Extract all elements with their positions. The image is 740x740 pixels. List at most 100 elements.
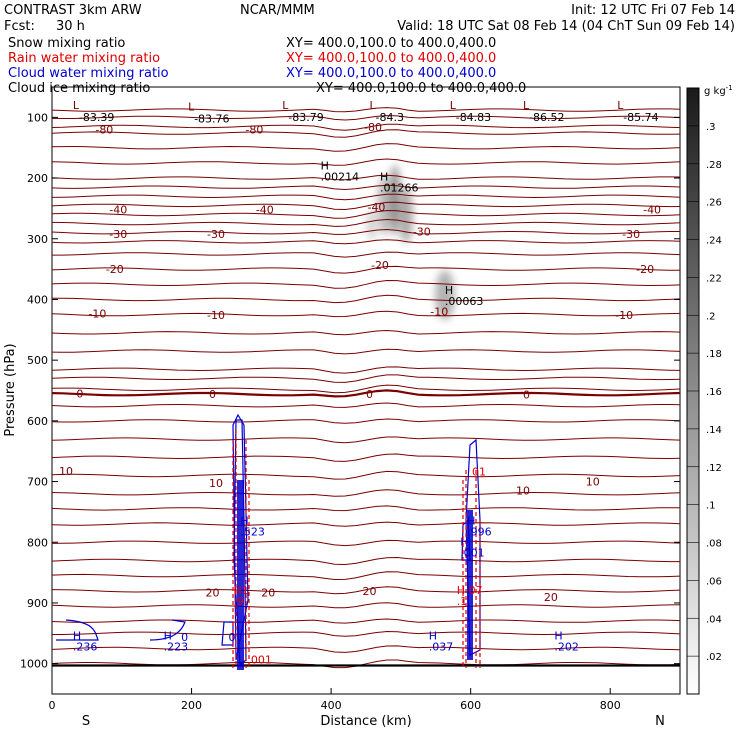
isotherm-line xyxy=(51,209,681,219)
isotherm-line xyxy=(51,193,681,201)
x-tick-label: 800 xyxy=(600,699,621,712)
contour-label: 01 xyxy=(472,465,486,478)
max-symbol: H xyxy=(164,629,172,642)
isotherm-line xyxy=(51,389,681,398)
colorbar-tick-label: .06 xyxy=(706,576,722,587)
isotherm-label: -20 xyxy=(371,259,389,272)
isotherm-line xyxy=(51,618,681,624)
isotherm-line xyxy=(51,279,681,289)
max-value: .223 xyxy=(164,640,189,653)
isotherm-line xyxy=(51,366,681,374)
temperature-contour-labels: -80 -80 -80-40 -40 -40 -40-30 -30 -30 -30-20 -20-… xyxy=(59,121,661,604)
isotherm-line xyxy=(51,384,681,394)
isotherm-line xyxy=(51,418,681,424)
contour-label: 07 xyxy=(469,584,483,597)
y-tick-label: 200 xyxy=(27,172,48,185)
isotherm-label: 20 xyxy=(205,587,219,600)
plot-frame xyxy=(51,86,681,695)
isotherm-label: -10 xyxy=(88,307,106,320)
isotherm-line xyxy=(51,329,681,336)
max-symbol: H xyxy=(445,284,453,297)
legend-cloud-ice-xy: XY= 400.0,100.0 to 400.0,400.0 xyxy=(316,81,526,96)
forecast-label: Fcst: xyxy=(4,19,35,34)
max-value: .236 xyxy=(73,640,98,653)
isotherm-label: -80 xyxy=(364,121,382,134)
max-value: .9 xyxy=(233,595,244,608)
isotherm-label: 10 xyxy=(586,476,600,489)
isotherm-line xyxy=(51,521,681,527)
min-symbol: L xyxy=(73,99,80,112)
colorbar-ticks: .02 .04 .06 .08 .1 .12 .14 .16 .18 .2 .22 .24 .26 .28… xyxy=(687,122,722,663)
isotherm-line xyxy=(51,453,681,462)
max-symbol: H xyxy=(321,160,329,173)
y-tick-label: 500 xyxy=(27,354,48,367)
max-symbol: H xyxy=(460,535,468,548)
isotherm-label: -30 xyxy=(109,228,127,241)
forecast-value: 30 h xyxy=(56,19,85,34)
min-symbol: L xyxy=(282,99,289,112)
isotherm-label: -20 xyxy=(636,263,654,276)
isotherm-label: -30 xyxy=(207,228,225,241)
valid-time: Valid: 18 UTC Sat 08 Feb 14 (04 ChT Sun … xyxy=(397,19,735,34)
min-symbol: L xyxy=(617,99,624,112)
isotherm-line xyxy=(51,107,681,113)
max-symbol: H xyxy=(467,515,475,528)
colorbar-tick-label: .24 xyxy=(706,236,722,247)
model-title: CONTRAST 3km ARW xyxy=(4,3,142,18)
contour-label: 0 xyxy=(229,631,236,644)
isotherm-line xyxy=(51,174,681,181)
isotherm-line xyxy=(51,571,681,581)
y-tick-label: 800 xyxy=(27,536,48,549)
isotherm-label: 0 xyxy=(209,388,216,401)
y-tick-label: 1000 xyxy=(20,658,48,671)
legend-cloud-water-xy: XY= 400.0,100.0 to 400.0,400.0 xyxy=(286,66,496,81)
cloud-water-contour xyxy=(56,619,99,641)
max-symbol: H xyxy=(554,629,562,642)
cloud-water-contour xyxy=(149,619,186,641)
max-symbol: H xyxy=(233,584,241,597)
legend-snow-xy: XY= 400.0,100.0 to 400.0,400.0 xyxy=(286,36,496,51)
colorbar-tick-label: .12 xyxy=(706,463,722,474)
colorbar-tick-label: .16 xyxy=(706,387,722,398)
x-tick-label: 200 xyxy=(181,699,202,712)
isotherm-line xyxy=(51,539,681,547)
max-value: .202 xyxy=(554,640,579,653)
isotherm-label: -40 xyxy=(256,204,274,217)
colorbar-tick-label: .14 xyxy=(706,425,722,436)
isotherm-line xyxy=(52,294,681,304)
isotherm-label: 10 xyxy=(209,477,223,490)
min-value: -83.76 xyxy=(194,112,229,125)
isotherm-label: 10 xyxy=(516,485,530,498)
isotherm-label: -30 xyxy=(413,225,431,238)
colorbar-tick-label: .18 xyxy=(706,349,722,360)
isotherm-line xyxy=(51,201,681,211)
isotherm-label: 0 xyxy=(523,389,530,402)
isotherm-label: -10 xyxy=(615,309,633,322)
min-value: -85.74 xyxy=(623,111,658,124)
min-symbol: L xyxy=(523,99,530,112)
max-value: .00214 xyxy=(321,171,360,184)
isotherm-line xyxy=(51,143,681,152)
isotherm-label: 20 xyxy=(544,591,558,604)
x-axis-label: Distance (km) xyxy=(320,714,411,729)
colorbar-tick-label: .1 xyxy=(706,501,716,512)
minimum-markers: L-83.39L-83.76L-83.79L-84.3L-84.83L-86.5… xyxy=(73,99,659,125)
max-symbol: H xyxy=(380,170,388,183)
colorbar-tick-label: .02 xyxy=(706,652,722,663)
max-value: .996 xyxy=(467,526,492,539)
min-value: -84.3 xyxy=(375,111,403,124)
legend-cloud-water: Cloud water mixing ratio xyxy=(8,66,169,81)
max-symbol: H xyxy=(73,629,81,642)
isotherm-line xyxy=(51,645,681,653)
colorbar-tick-label: .08 xyxy=(706,539,722,550)
isotherm-line xyxy=(51,556,680,566)
legend-rain-xy: XY= 400.0,100.0 to 400.0,400.0 xyxy=(286,51,496,66)
max-value: .01266 xyxy=(380,181,419,194)
contour-label: 1 xyxy=(242,584,249,597)
isotherm-line xyxy=(51,505,680,512)
colorbar-tick-label: .3 xyxy=(706,122,716,133)
colorbar-tick-label: .28 xyxy=(706,160,722,171)
max-value: .523 xyxy=(240,526,265,539)
y-tick-label: 700 xyxy=(27,476,48,489)
isotherm-label: 0 xyxy=(366,388,373,401)
